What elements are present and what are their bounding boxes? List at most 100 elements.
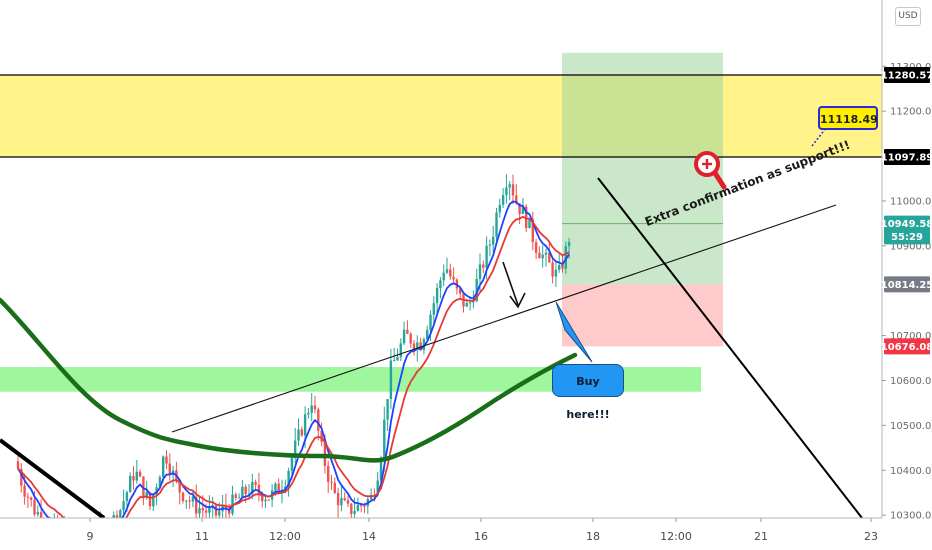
- x-tick-label: 16: [474, 530, 488, 543]
- y-tick-label: 10400.00: [890, 466, 932, 477]
- candle-body: [346, 500, 350, 504]
- candle-body: [317, 409, 320, 431]
- candle-body: [376, 480, 379, 496]
- candle-body: [379, 459, 383, 481]
- candle-body: [228, 508, 231, 514]
- candle-body: [531, 219, 534, 243]
- drawings-layer: [0, 127, 863, 520]
- candle-body: [564, 246, 567, 269]
- candle-body: [290, 457, 294, 471]
- candle-body: [191, 496, 195, 502]
- candle-body: [261, 493, 264, 502]
- candle-body: [501, 195, 505, 205]
- candle-body: [521, 206, 525, 214]
- candle-body: [122, 501, 125, 511]
- support-trend-line: [171, 204, 837, 433]
- candle-body: [148, 492, 152, 507]
- candle-body: [558, 264, 561, 270]
- candle-body: [495, 212, 498, 237]
- candle-body: [168, 463, 171, 475]
- candle-body: [396, 356, 399, 361]
- y-tick-label: 11000.00: [890, 196, 932, 207]
- candle-body: [294, 440, 297, 458]
- time-axis-bg: [0, 518, 932, 550]
- candle-body: [23, 485, 26, 497]
- candle-body: [33, 499, 36, 515]
- candle-body: [416, 342, 419, 349]
- candle-body: [231, 494, 234, 514]
- candle-body: [402, 329, 406, 344]
- candle-body: [435, 287, 439, 304]
- candle-body: [468, 302, 472, 304]
- price-tag-label: 55:29: [891, 232, 923, 243]
- candle-body: [145, 492, 148, 498]
- candle-body: [412, 343, 416, 349]
- x-tick-label: 14: [362, 530, 376, 543]
- candle-body: [554, 269, 558, 277]
- zoom-in-icon: [694, 151, 727, 190]
- zones-layer: [0, 52, 882, 392]
- candle-body: [152, 494, 155, 507]
- candle-body: [158, 477, 162, 488]
- candle-body: [472, 301, 475, 303]
- currency-button[interactable]: USD: [895, 7, 921, 26]
- candle-body: [538, 252, 541, 259]
- stop-zone: [562, 284, 723, 347]
- candle-body: [393, 360, 396, 362]
- candle-body: [544, 252, 548, 255]
- candle-body: [244, 486, 247, 495]
- price-tag-label: 10949.58: [881, 219, 932, 230]
- down-projection-line: [597, 177, 863, 519]
- candle-body: [492, 236, 495, 245]
- candle-body: [498, 204, 501, 213]
- candle-body: [26, 496, 30, 498]
- candle-body: [426, 329, 429, 340]
- candle-body: [218, 511, 221, 516]
- candle-body: [327, 465, 330, 482]
- candle-body: [162, 456, 165, 478]
- candle-body: [129, 475, 132, 493]
- candle-body: [567, 242, 571, 247]
- y-tick-label: 11200.00: [890, 107, 932, 118]
- candle-body: [313, 405, 317, 410]
- candle-body: [449, 269, 452, 277]
- candle-body: [214, 505, 218, 516]
- candle-body: [439, 280, 442, 288]
- resistance-zone: [0, 75, 882, 157]
- candle-body: [432, 303, 435, 315]
- candle-body: [386, 399, 389, 420]
- price-tag: [884, 215, 930, 232]
- x-tick-label: 12:00: [660, 530, 692, 543]
- y-tick-label: 10700.00: [890, 331, 932, 342]
- candle-body: [178, 479, 181, 493]
- candle-body: [336, 492, 340, 506]
- candle-body: [505, 187, 508, 196]
- price-tag-label: 10676.08: [881, 342, 932, 353]
- candle-body: [528, 219, 531, 229]
- y-tick-label: 10600.00: [890, 376, 932, 387]
- candle-body: [485, 245, 488, 268]
- candle-body: [459, 288, 462, 294]
- candle-body: [237, 497, 241, 499]
- candle-body: [409, 333, 412, 344]
- candle-body: [561, 264, 564, 269]
- x-tick-label: 11: [195, 530, 209, 543]
- candle-body: [369, 494, 373, 500]
- candle-body: [330, 481, 333, 483]
- x-tick-label: 23: [864, 530, 878, 543]
- candle-body: [30, 497, 33, 500]
- x-tick-label: 21: [754, 530, 768, 543]
- candle-body: [399, 343, 402, 357]
- candle-body: [508, 184, 511, 188]
- candle-body: [429, 314, 432, 330]
- candle-body: [445, 269, 449, 273]
- candle-body: [277, 483, 280, 492]
- candle-body: [208, 507, 211, 513]
- y-tick-label: 10900.00: [890, 241, 932, 252]
- candle-body: [181, 492, 185, 501]
- candle-body: [541, 254, 544, 259]
- price-axis-bg: [882, 0, 932, 550]
- price-tag: [884, 338, 930, 355]
